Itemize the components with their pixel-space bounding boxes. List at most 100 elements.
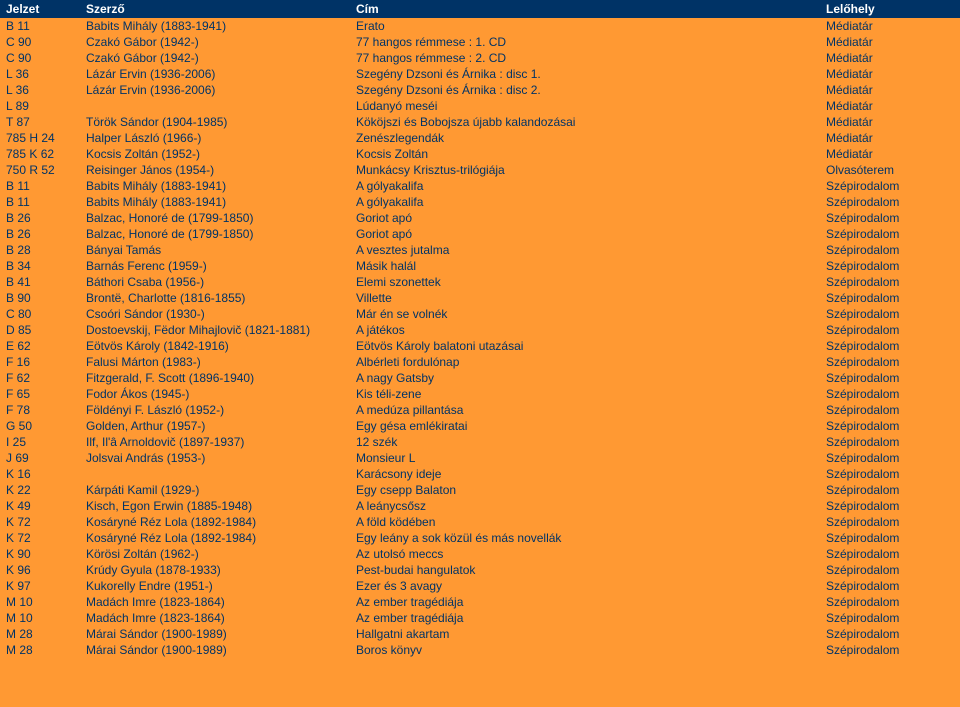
cell-szerzo: Márai Sándor (1900-1989): [80, 642, 350, 658]
cell-jelzet: M 10: [0, 594, 80, 610]
cell-lelohely: Szépirodalom: [820, 370, 960, 386]
cell-szerzo: Babits Mihály (1883-1941): [80, 178, 350, 194]
cell-lelohely: Szépirodalom: [820, 530, 960, 546]
cell-szerzo: Czakó Gábor (1942-): [80, 50, 350, 66]
table-header: Jelzet Szerző Cím Lelőhely: [0, 0, 960, 18]
cell-szerzo: Balzac, Honoré de (1799-1850): [80, 226, 350, 242]
cell-lelohely: Szépirodalom: [820, 514, 960, 530]
cell-cim: Kis téli-zene: [350, 386, 820, 402]
table-row: F 16Falusi Márton (1983-)Albérleti fordu…: [0, 354, 960, 370]
cell-lelohely: Szépirodalom: [820, 322, 960, 338]
cell-jelzet: L 89: [0, 98, 80, 114]
cell-lelohely: Szépirodalom: [820, 338, 960, 354]
cell-jelzet: K 22: [0, 482, 80, 498]
cell-jelzet: M 28: [0, 642, 80, 658]
cell-jelzet: K 90: [0, 546, 80, 562]
cell-cim: Egy gésa emlékiratai: [350, 418, 820, 434]
table-row: B 11Babits Mihály (1883-1941)EratoMédiat…: [0, 18, 960, 34]
cell-szerzo: Brontë, Charlotte (1816-1855): [80, 290, 350, 306]
table-row: K 72Kosáryné Réz Lola (1892-1984)A föld …: [0, 514, 960, 530]
cell-lelohely: Médiatár: [820, 82, 960, 98]
table-row: M 10Madách Imre (1823-1864)Az ember trag…: [0, 610, 960, 626]
cell-jelzet: L 36: [0, 66, 80, 82]
table-row: 750 R 52Reisinger János (1954-)Munkácsy …: [0, 162, 960, 178]
table-row: C 80Csoóri Sándor (1930-)Már én se volné…: [0, 306, 960, 322]
cell-szerzo: [80, 466, 350, 482]
col-cim: Cím: [350, 0, 820, 18]
table-row: 785 H 24Halper László (1966-)Zenészlegen…: [0, 130, 960, 146]
cell-cim: Szegény Dzsoni és Árnika : disc 2.: [350, 82, 820, 98]
cell-jelzet: B 90: [0, 290, 80, 306]
cell-szerzo: Barnás Ferenc (1959-): [80, 258, 350, 274]
cell-cim: Egy csepp Balaton: [350, 482, 820, 498]
cell-jelzet: B 11: [0, 194, 80, 210]
cell-lelohely: Médiatár: [820, 18, 960, 34]
cell-szerzo: Kukorelly Endre (1951-): [80, 578, 350, 594]
cell-jelzet: F 16: [0, 354, 80, 370]
cell-szerzo: Kosáryné Réz Lola (1892-1984): [80, 530, 350, 546]
cell-cim: Elemi szonettek: [350, 274, 820, 290]
table-row: J 69Jolsvai András (1953-)Monsieur LSzép…: [0, 450, 960, 466]
cell-lelohely: Szépirodalom: [820, 402, 960, 418]
cell-jelzet: F 62: [0, 370, 80, 386]
cell-cim: Az ember tragédiája: [350, 594, 820, 610]
table-row: K 96Krúdy Gyula (1878-1933)Pest-budai ha…: [0, 562, 960, 578]
cell-cim: A gólyakalifa: [350, 194, 820, 210]
col-szerzo: Szerző: [80, 0, 350, 18]
cell-jelzet: D 85: [0, 322, 80, 338]
cell-lelohely: Szépirodalom: [820, 482, 960, 498]
cell-jelzet: L 36: [0, 82, 80, 98]
cell-szerzo: Madách Imre (1823-1864): [80, 610, 350, 626]
table-row: M 28Márai Sándor (1900-1989)Boros könyvS…: [0, 642, 960, 658]
cell-jelzet: F 78: [0, 402, 80, 418]
cell-lelohely: Szépirodalom: [820, 578, 960, 594]
table-row: T 87Török Sándor (1904-1985)Kököjszi és …: [0, 114, 960, 130]
cell-cim: Egy leány a sok közül és más novellák: [350, 530, 820, 546]
table-row: K 22Kárpáti Kamil (1929-)Egy csepp Balat…: [0, 482, 960, 498]
table-row: B 11Babits Mihály (1883-1941)A gólyakali…: [0, 194, 960, 210]
cell-szerzo: Halper László (1966-): [80, 130, 350, 146]
cell-jelzet: C 90: [0, 50, 80, 66]
cell-lelohely: Szépirodalom: [820, 258, 960, 274]
cell-jelzet: K 72: [0, 530, 80, 546]
table-row: B 11Babits Mihály (1883-1941)A gólyakali…: [0, 178, 960, 194]
cell-szerzo: Ilf, Il'â Arnoldovič (1897-1937): [80, 434, 350, 450]
cell-cim: A nagy Gatsby: [350, 370, 820, 386]
cell-lelohely: Szépirodalom: [820, 562, 960, 578]
cell-szerzo: Kocsis Zoltán (1952-): [80, 146, 350, 162]
cell-cim: 77 hangos rémmese : 2. CD: [350, 50, 820, 66]
cell-jelzet: B 41: [0, 274, 80, 290]
cell-lelohely: Olvasóterem: [820, 162, 960, 178]
cell-lelohely: Szépirodalom: [820, 242, 960, 258]
cell-cim: Az utolsó meccs: [350, 546, 820, 562]
table-row: K 72Kosáryné Réz Lola (1892-1984)Egy leá…: [0, 530, 960, 546]
cell-jelzet: 750 R 52: [0, 162, 80, 178]
table-row: F 62Fitzgerald, F. Scott (1896-1940)A na…: [0, 370, 960, 386]
cell-lelohely: Szépirodalom: [820, 610, 960, 626]
cell-cim: Hallgatni akartam: [350, 626, 820, 642]
cell-szerzo: Dostoevskij, Fëdor Mihajlovič (1821-1881…: [80, 322, 350, 338]
cell-cim: Eötvös Károly balatoni utazásai: [350, 338, 820, 354]
cell-lelohely: Médiatár: [820, 98, 960, 114]
cell-cim: A föld ködében: [350, 514, 820, 530]
cell-jelzet: B 26: [0, 226, 80, 242]
cell-jelzet: K 72: [0, 514, 80, 530]
cell-jelzet: B 26: [0, 210, 80, 226]
table-row: K 16Karácsony idejeSzépirodalom: [0, 466, 960, 482]
cell-cim: Zenészlegendák: [350, 130, 820, 146]
table-row: F 65Fodor Ákos (1945-)Kis téli-zeneSzépi…: [0, 386, 960, 402]
cell-lelohely: Szépirodalom: [820, 290, 960, 306]
cell-szerzo: Török Sándor (1904-1985): [80, 114, 350, 130]
cell-szerzo: Babits Mihály (1883-1941): [80, 194, 350, 210]
cell-cim: Ezer és 3 avagy: [350, 578, 820, 594]
table-row: F 78Földényi F. László (1952-)A medúza p…: [0, 402, 960, 418]
cell-lelohely: Szépirodalom: [820, 498, 960, 514]
cell-jelzet: B 34: [0, 258, 80, 274]
cell-szerzo: Czakó Gábor (1942-): [80, 34, 350, 50]
cell-szerzo: Jolsvai András (1953-): [80, 450, 350, 466]
col-jelzet: Jelzet: [0, 0, 80, 18]
cell-cim: Karácsony ideje: [350, 466, 820, 482]
cell-lelohely: Médiatár: [820, 66, 960, 82]
cell-szerzo: Krúdy Gyula (1878-1933): [80, 562, 350, 578]
cell-cim: A gólyakalifa: [350, 178, 820, 194]
